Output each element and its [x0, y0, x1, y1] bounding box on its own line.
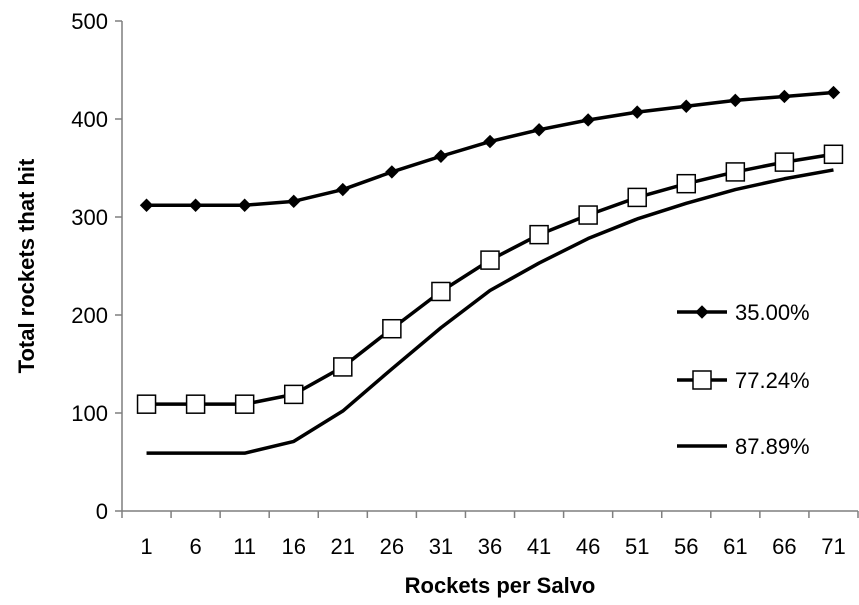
data-point-marker: [480, 250, 500, 270]
x-axis-title: Rockets per Salvo: [405, 573, 596, 598]
data-point-marker: [333, 357, 353, 377]
legend-marker: [692, 370, 712, 390]
data-point-marker: [679, 99, 693, 113]
x-tick-label: 16: [281, 534, 305, 559]
x-tick-label: 61: [723, 534, 747, 559]
x-tick-label: 51: [625, 534, 649, 559]
x-tick-label: 21: [331, 534, 355, 559]
y-axis-title: Total rockets that hit: [14, 158, 39, 373]
legend-item: 77.24%: [677, 368, 810, 393]
data-point-marker: [336, 182, 350, 197]
series-line: [146, 90, 834, 207]
data-point-marker: [823, 144, 844, 165]
legend-item: 87.89%: [677, 434, 810, 459]
data-point-marker: [529, 224, 549, 245]
data-point-marker: [826, 85, 841, 100]
data-point-marker: [287, 194, 301, 209]
x-tick-label: 31: [429, 534, 453, 559]
data-point-marker: [532, 123, 546, 137]
data-point-marker: [630, 105, 644, 119]
data-point-marker: [725, 162, 746, 182]
data-point-marker: [185, 394, 206, 414]
x-tick-label: 46: [576, 534, 600, 559]
data-point-marker: [139, 198, 154, 212]
x-tick-label: 1: [140, 534, 152, 559]
x-tick-label: 71: [821, 534, 845, 559]
data-point-marker: [136, 394, 157, 414]
data-point-marker: [578, 205, 598, 225]
legend-label: 87.89%: [735, 434, 810, 459]
data-point-marker: [483, 134, 497, 149]
x-tick-label: 36: [478, 534, 502, 559]
y-tick-label: 300: [71, 205, 108, 230]
data-point-marker: [385, 165, 399, 179]
x-tick-label: 26: [380, 534, 404, 559]
series-line: [146, 168, 834, 455]
data-point-marker: [283, 384, 304, 405]
x-axis-ticks: 1 6 11 16 21 26 31 36 41 46 51 56 61 66 71: [121, 511, 859, 559]
data-point-marker: [382, 318, 402, 339]
data-point-marker: [237, 198, 252, 212]
y-tick-label: 0: [96, 499, 108, 524]
x-tick-label: 11: [233, 534, 256, 559]
x-tick-label: 6: [189, 534, 201, 559]
y-tick-label: 400: [71, 107, 108, 132]
data-point-marker: [777, 89, 792, 104]
y-tick-label: 100: [71, 401, 108, 426]
x-tick-label: 41: [527, 534, 551, 559]
data-point-marker: [627, 187, 647, 208]
data-point-marker: [434, 149, 448, 163]
legend: 35.00% 77.24% 87.89%: [677, 300, 810, 459]
data-point-marker: [676, 173, 697, 194]
legend-label: 35.00%: [735, 300, 810, 325]
y-axis-ticks: 0 100 200 300 400 500: [71, 9, 122, 524]
legend-label: 77.24%: [735, 368, 810, 393]
y-tick-label: 500: [71, 9, 108, 34]
series-1: [139, 85, 841, 212]
data-point-marker: [234, 394, 255, 414]
data-point-marker: [728, 93, 743, 108]
x-tick-label: 56: [674, 534, 698, 559]
data-point-marker: [431, 281, 451, 302]
data-point-marker: [581, 113, 595, 127]
data-point-marker: [774, 152, 795, 172]
series-2: [136, 144, 844, 414]
x-tick-label: 66: [772, 534, 796, 559]
data-point-marker: [188, 198, 203, 212]
series-group: [136, 85, 844, 455]
legend-item: 35.00%: [677, 300, 810, 325]
legend-marker: [695, 305, 709, 319]
series-3: [146, 168, 834, 455]
y-tick-label: 200: [71, 303, 108, 328]
